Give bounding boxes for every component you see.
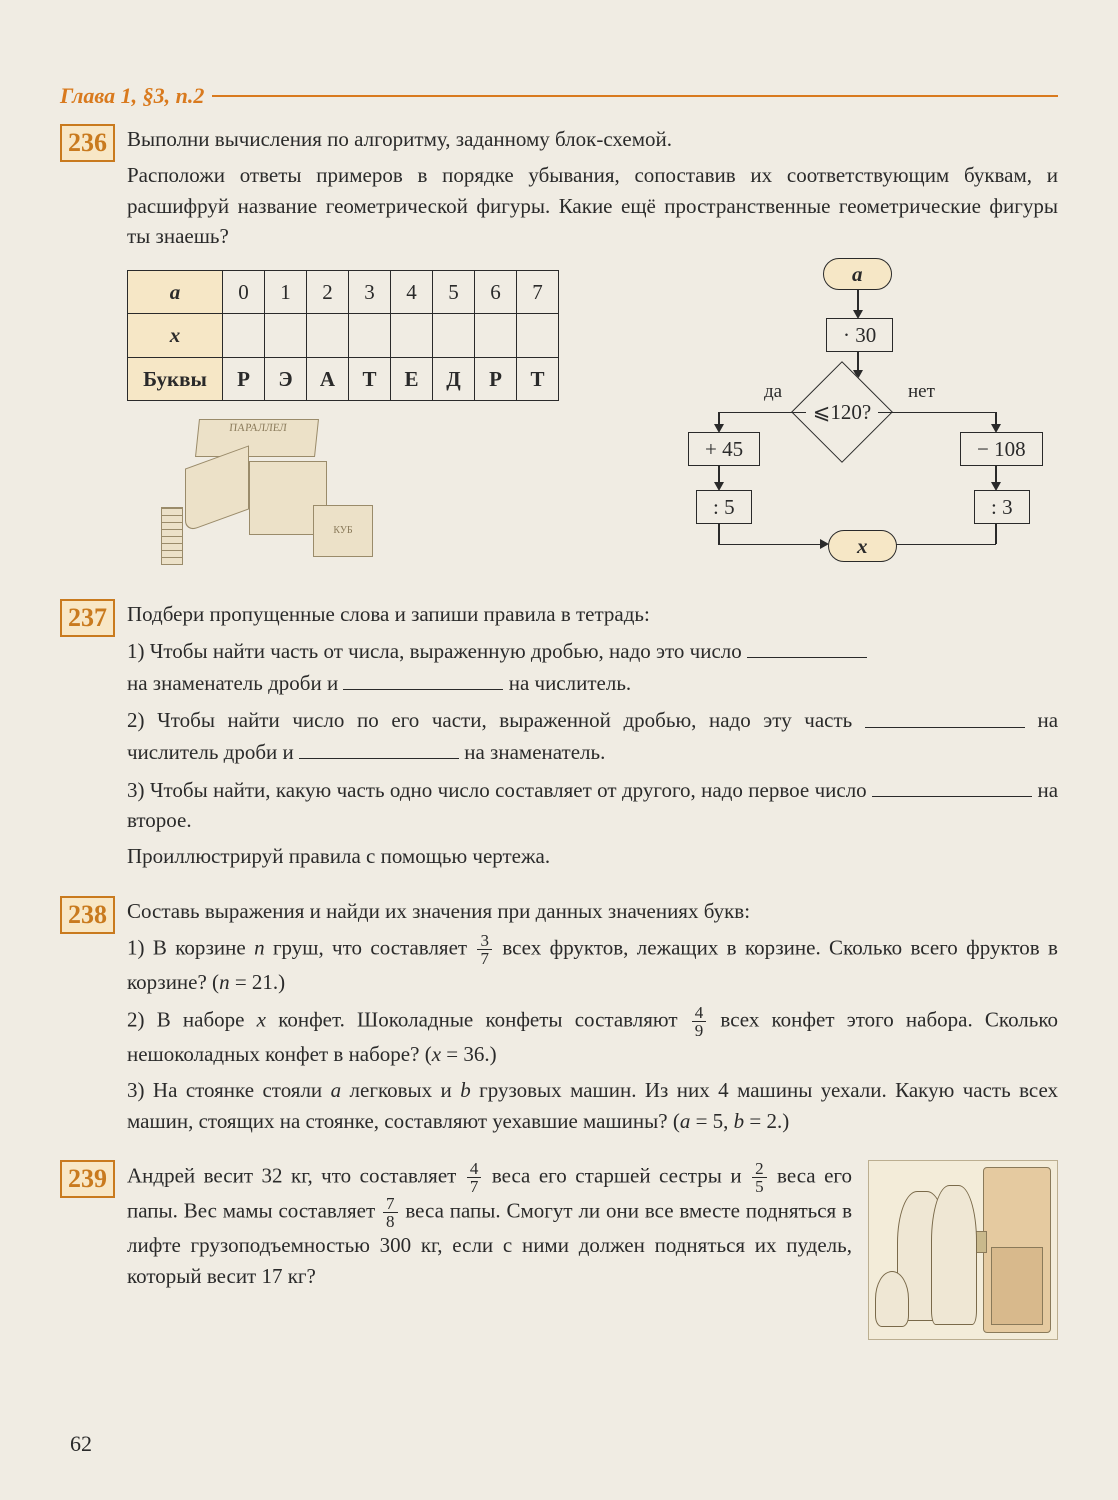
- problem-number: 237: [60, 599, 115, 637]
- flowchart-right-op1: − 108: [960, 432, 1043, 466]
- problem-number: 238: [60, 896, 115, 934]
- p237-lead: Подбери пропущенные слова и запиши прави…: [127, 599, 1058, 629]
- p238-sub3: 3) На стоянке стояли a легковых и b груз…: [127, 1075, 1058, 1136]
- row-a-label: a: [128, 270, 223, 313]
- flowchart-start: a: [823, 258, 892, 290]
- problem-238: 238 Составь выражения и найди их значени…: [60, 896, 1058, 1142]
- p236-text-2: Расположи ответы примеров в порядке убыв…: [127, 160, 1058, 251]
- flowchart-right-op2: : 3: [974, 490, 1030, 524]
- flowchart-yes-label: да: [764, 378, 782, 406]
- problem-236: 236 Выполни вычисления по алгоритму, зад…: [60, 124, 1058, 581]
- p238-sub1: 1) В корзине n груш, что составляет 37 в…: [127, 932, 1058, 997]
- p236-text-1: Выполни вычисления по алгоритму, заданно…: [127, 124, 1058, 154]
- p239-illustration: [868, 1160, 1058, 1340]
- p236-table: a 0 1 2 3 4 5 6 7 x: [127, 270, 559, 401]
- p236-illustration: ПАРАЛЛЕЛ КУБ: [127, 411, 407, 581]
- p237-line2: 2) Чтобы найти число по его части, выраж…: [127, 704, 1058, 767]
- p237-tail: Проиллюстрируй правила с помощью чертежа…: [127, 841, 1058, 871]
- table-row-x: x: [128, 314, 559, 357]
- flowchart-left-op1: + 45: [688, 432, 760, 466]
- problem-237: 237 Подбери пропущенные слова и запиши п…: [60, 599, 1058, 878]
- p237-line1: 1) Чтобы найти часть от числа, выраженну…: [127, 635, 1058, 698]
- row-letters-label: Буквы: [128, 357, 223, 400]
- page-number: 62: [70, 1428, 92, 1460]
- flowchart-no-label: нет: [908, 378, 935, 406]
- flowchart-end: x: [828, 530, 897, 562]
- table-row-letters: Буквы Р Э А Т Е Д Р Т: [128, 357, 559, 400]
- p238-sub2: 2) В наборе x конфет. Шоколадные конфеты…: [127, 1004, 1058, 1069]
- p236-flowchart: a · 30 ⩽120? да нет: [658, 258, 1058, 568]
- flowchart-left-op2: : 5: [696, 490, 752, 524]
- heading-rule: [212, 95, 1058, 97]
- p239-text: Андрей весит 32 кг, что составляет 47 ве…: [127, 1160, 852, 1340]
- row-x-label: x: [128, 314, 223, 357]
- chapter-heading: Глава 1, §3, п.2: [60, 80, 1058, 112]
- flowchart-op1: · 30: [826, 318, 893, 352]
- p237-line3: 3) Чтобы найти, какую часть одно число с…: [127, 774, 1058, 836]
- problem-number: 236: [60, 124, 115, 162]
- problem-239: 239 Андрей весит 32 кг, что составляет 4…: [60, 1160, 1058, 1340]
- table-row-a: a 0 1 2 3 4 5 6 7: [128, 270, 559, 313]
- p238-lead: Составь выражения и найди их значения пр…: [127, 896, 1058, 926]
- chapter-heading-text: Глава 1, §3, п.2: [60, 80, 204, 112]
- problem-number: 239: [60, 1160, 115, 1198]
